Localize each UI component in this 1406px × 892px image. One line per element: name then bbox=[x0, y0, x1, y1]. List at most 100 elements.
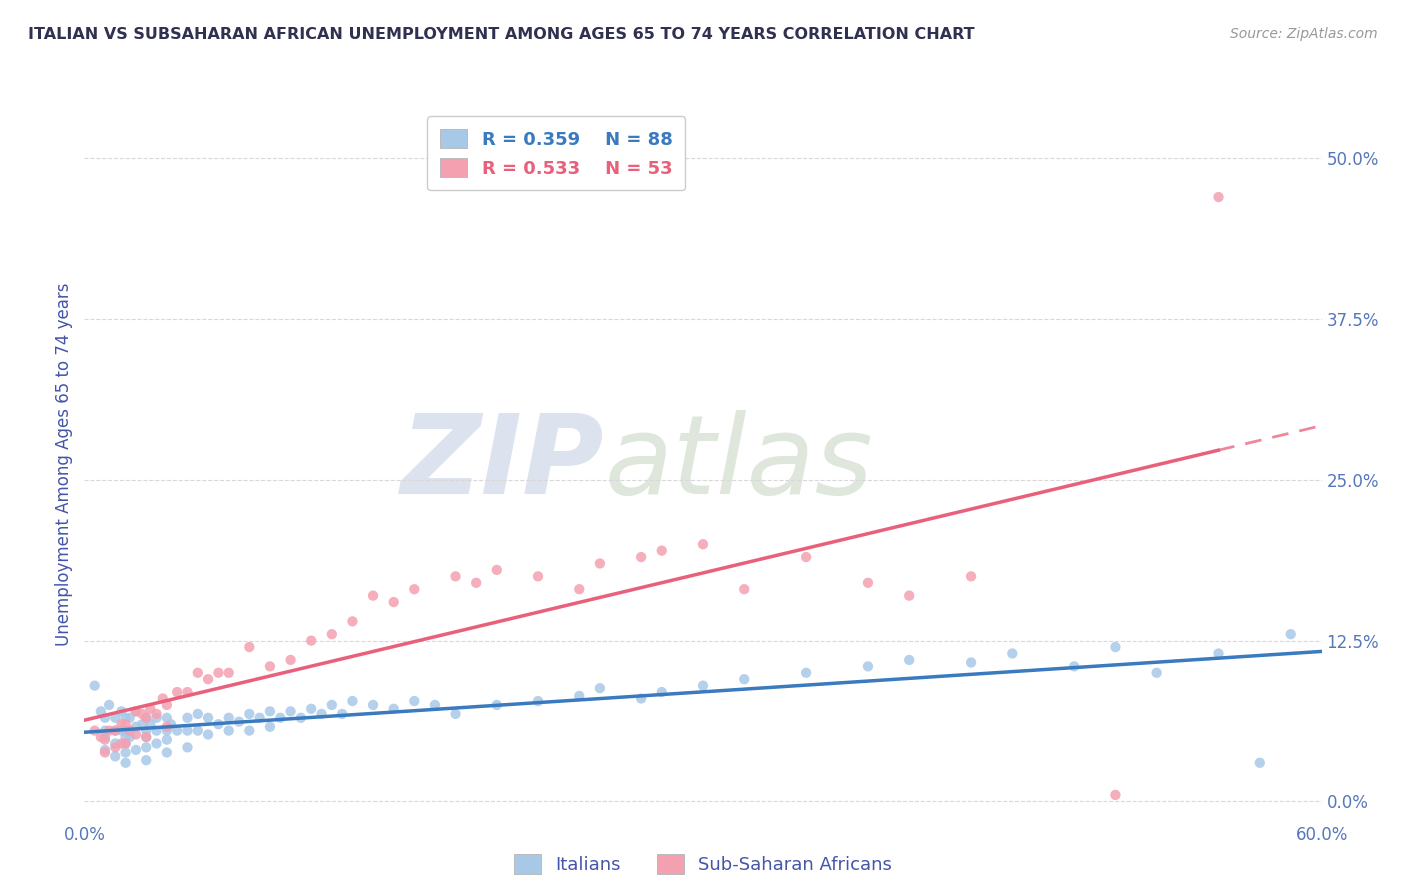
Point bbox=[733, 672, 755, 686]
Point bbox=[135, 711, 157, 725]
Point bbox=[110, 717, 132, 731]
Point bbox=[218, 723, 240, 738]
Point bbox=[404, 582, 426, 597]
Point bbox=[589, 557, 612, 571]
Point bbox=[342, 615, 364, 629]
Point bbox=[692, 537, 714, 551]
Point bbox=[259, 659, 281, 673]
Point bbox=[114, 746, 136, 760]
Y-axis label: Unemployment Among Ages 65 to 74 years: Unemployment Among Ages 65 to 74 years bbox=[55, 282, 73, 646]
Text: atlas: atlas bbox=[605, 410, 873, 517]
Point bbox=[1063, 659, 1085, 673]
Point bbox=[382, 595, 405, 609]
Point bbox=[692, 679, 714, 693]
Point bbox=[118, 723, 141, 738]
Point bbox=[145, 737, 167, 751]
Point bbox=[444, 706, 467, 721]
Point bbox=[321, 627, 343, 641]
Point bbox=[90, 704, 112, 718]
Point bbox=[156, 711, 179, 725]
Point bbox=[94, 723, 117, 738]
Point bbox=[1001, 647, 1024, 661]
Point bbox=[898, 589, 921, 603]
Point bbox=[135, 730, 157, 744]
Point bbox=[856, 575, 879, 590]
Point bbox=[156, 723, 179, 738]
Point bbox=[118, 711, 141, 725]
Point bbox=[114, 737, 136, 751]
Point bbox=[794, 550, 817, 565]
Point bbox=[166, 723, 188, 738]
Point bbox=[156, 732, 179, 747]
Point bbox=[125, 720, 148, 734]
Point bbox=[110, 704, 132, 718]
Point bbox=[382, 702, 405, 716]
Point bbox=[733, 582, 755, 597]
Point bbox=[139, 717, 162, 731]
Point bbox=[404, 694, 426, 708]
Point bbox=[125, 704, 148, 718]
Point bbox=[94, 730, 117, 744]
Point bbox=[249, 711, 271, 725]
Point bbox=[207, 665, 229, 680]
Point bbox=[83, 679, 105, 693]
Point bbox=[361, 698, 384, 712]
Point bbox=[1146, 665, 1168, 680]
Point bbox=[197, 727, 219, 741]
Point bbox=[465, 575, 488, 590]
Point bbox=[125, 743, 148, 757]
Point bbox=[238, 640, 260, 654]
Point bbox=[98, 698, 121, 712]
Point bbox=[110, 737, 132, 751]
Point bbox=[135, 711, 157, 725]
Point bbox=[423, 698, 446, 712]
Point bbox=[114, 711, 136, 725]
Point bbox=[90, 730, 112, 744]
Point bbox=[176, 685, 198, 699]
Point bbox=[960, 569, 983, 583]
Point bbox=[145, 711, 167, 725]
Point bbox=[131, 706, 153, 721]
Point bbox=[280, 704, 302, 718]
Point bbox=[156, 698, 179, 712]
Point bbox=[176, 711, 198, 725]
Point bbox=[135, 723, 157, 738]
Point bbox=[83, 723, 105, 738]
Point bbox=[94, 743, 117, 757]
Point bbox=[361, 589, 384, 603]
Point bbox=[176, 740, 198, 755]
Point bbox=[135, 730, 157, 744]
Point bbox=[104, 749, 127, 764]
Point bbox=[104, 740, 127, 755]
Point bbox=[485, 698, 508, 712]
Point bbox=[651, 543, 673, 558]
Point bbox=[330, 706, 353, 721]
Text: ZIP: ZIP bbox=[401, 410, 605, 517]
Point bbox=[125, 704, 148, 718]
Point bbox=[630, 691, 652, 706]
Point bbox=[110, 723, 132, 738]
Point bbox=[794, 665, 817, 680]
Point bbox=[651, 685, 673, 699]
Point bbox=[176, 723, 198, 738]
Point bbox=[187, 723, 209, 738]
Point bbox=[1208, 647, 1230, 661]
Point bbox=[114, 730, 136, 744]
Point bbox=[160, 717, 183, 731]
Point bbox=[1249, 756, 1271, 770]
Point bbox=[299, 702, 322, 716]
Point bbox=[104, 737, 127, 751]
Point bbox=[527, 569, 550, 583]
Text: Source: ZipAtlas.com: Source: ZipAtlas.com bbox=[1230, 27, 1378, 41]
Point bbox=[485, 563, 508, 577]
Point bbox=[280, 653, 302, 667]
Point bbox=[630, 550, 652, 565]
Point bbox=[1208, 190, 1230, 204]
Point bbox=[299, 633, 322, 648]
Point bbox=[342, 694, 364, 708]
Point bbox=[238, 723, 260, 738]
Point bbox=[187, 665, 209, 680]
Point bbox=[1104, 788, 1126, 802]
Point bbox=[290, 711, 312, 725]
Point bbox=[238, 706, 260, 721]
